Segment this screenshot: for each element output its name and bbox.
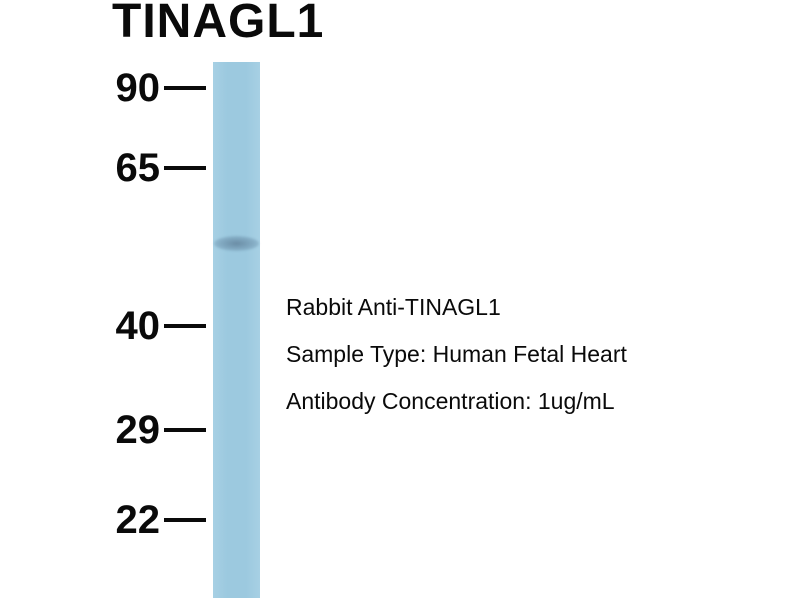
antibody-concentration-text: Antibody Concentration: 1ug/mL xyxy=(286,388,615,414)
marker-label-22: 22 xyxy=(115,498,161,542)
molecular-weight-marker: 22 xyxy=(0,498,210,542)
marker-label-29: 29 xyxy=(115,408,161,452)
marker-tick xyxy=(164,518,206,522)
molecular-weight-marker: 40 xyxy=(0,304,210,348)
marker-label-40: 40 xyxy=(115,304,161,348)
marker-tick xyxy=(164,166,206,170)
marker-label-90: 90 xyxy=(115,66,161,110)
figure-title: TINAGL1 xyxy=(112,0,325,48)
annotation-block: Rabbit Anti-TINAGL1 Sample Type: Human F… xyxy=(286,296,766,437)
antibody-name-text: Rabbit Anti-TINAGL1 xyxy=(286,294,501,320)
molecular-weight-marker: 90 xyxy=(0,66,210,110)
marker-tick xyxy=(164,428,206,432)
blot-lane xyxy=(213,62,260,598)
marker-tick xyxy=(164,324,206,328)
protein-band xyxy=(214,236,259,251)
marker-tick xyxy=(164,86,206,90)
molecular-weight-marker: 29 xyxy=(0,408,210,452)
marker-label-65: 65 xyxy=(115,146,161,190)
molecular-weight-marker: 65 xyxy=(0,146,210,190)
sample-type-text: Sample Type: Human Fetal Heart xyxy=(286,341,627,367)
